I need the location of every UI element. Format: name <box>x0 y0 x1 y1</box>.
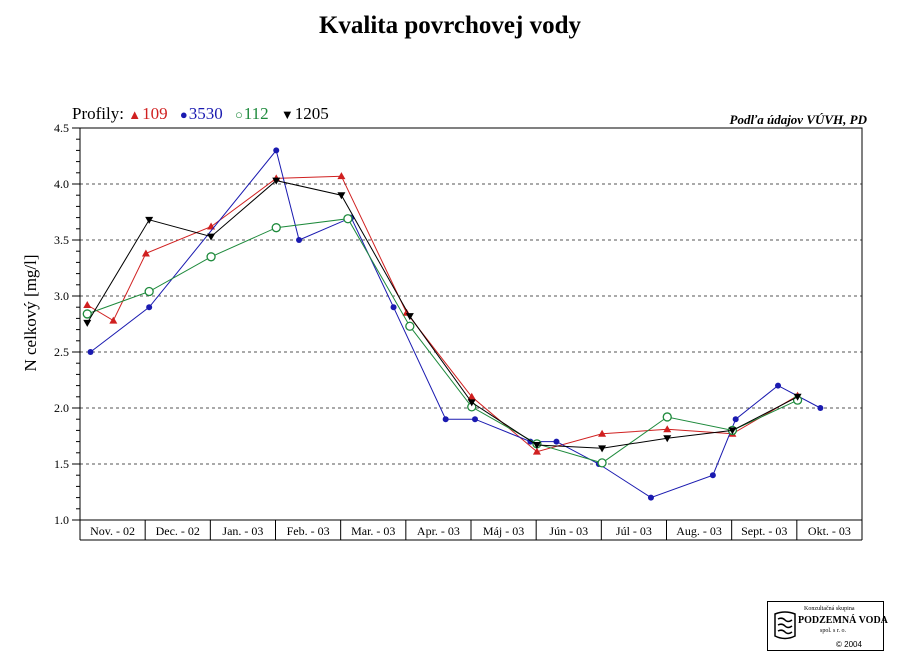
legend-marker-3530-icon: ● <box>179 107 188 122</box>
y-tick-label: 4.0 <box>54 177 69 191</box>
point-112 <box>271 223 281 233</box>
point-109 <box>337 172 346 180</box>
point-112 <box>144 286 154 297</box>
source-note: Podľa údajov VÚVH, PD <box>729 112 868 127</box>
point-112 <box>597 458 607 468</box>
point-1205 <box>405 313 414 321</box>
legend-label-3530: 3530 <box>188 104 223 123</box>
x-tick-label: Dec. - 02 <box>156 524 200 538</box>
y-tick-label: 2.5 <box>54 345 69 359</box>
point-109 <box>598 429 607 437</box>
point-3530 <box>296 237 303 243</box>
point-112 <box>662 412 672 422</box>
point-3530 <box>146 304 153 311</box>
y-tick-label: 3.5 <box>54 233 69 247</box>
series-line-109 <box>87 175 798 453</box>
point-109 <box>532 447 541 455</box>
series-line-112 <box>87 218 798 464</box>
plot-frame <box>79 127 863 521</box>
point-3530 <box>709 472 716 479</box>
y-tick-label: 1.5 <box>54 457 69 471</box>
legend-marker-112-icon: ○ <box>234 107 243 122</box>
x-tick-label: Feb. - 03 <box>287 524 330 538</box>
legend-prefix: Profily: <box>72 104 124 123</box>
point-1205 <box>145 216 154 224</box>
point-1205 <box>337 192 346 200</box>
point-3530 <box>390 304 397 311</box>
x-tick-label: Aug. - 03 <box>676 524 722 538</box>
point-3530 <box>472 416 478 423</box>
x-tick-label: Mar. - 03 <box>351 524 395 538</box>
point-1205 <box>207 233 216 241</box>
chart-title: Kvalita povrchovej vody <box>318 12 582 39</box>
x-tick-label: Jún - 03 <box>549 524 588 538</box>
point-3530 <box>732 416 739 423</box>
y-tick-label: 1.0 <box>54 513 69 527</box>
point-109 <box>467 392 476 400</box>
point-1205 <box>598 445 607 453</box>
point-1205 <box>467 399 476 407</box>
point-1205 <box>83 319 92 327</box>
axes: 1.0 1.5 2.0 2.5 3.0 3.5 4.0 4.5 Nov. - 02 Dec. - … <box>54 121 863 541</box>
point-3530 <box>273 147 280 154</box>
legend: Profily: ▲109 ●3530 ○112 ▼1205 <box>72 104 337 124</box>
point-3530 <box>817 405 824 411</box>
point-1205 <box>663 435 672 443</box>
point-112 <box>206 252 216 262</box>
logo-line-2: PODZEMNÁ VODA <box>798 615 888 626</box>
copyright: © 2004 <box>836 640 862 649</box>
logo-line-3: spol. s r. o. <box>820 628 847 634</box>
data-series <box>82 147 824 501</box>
y-axis-label: N celkový [mg/l] <box>21 254 40 371</box>
point-109 <box>109 316 118 324</box>
point-3530 <box>87 349 94 355</box>
point-109 <box>83 300 92 308</box>
x-tick-label: Nov. - 02 <box>90 524 135 538</box>
x-tick-label: Sept. - 03 <box>741 524 787 538</box>
x-tick-label: Júl - 03 <box>616 524 652 538</box>
point-3530 <box>647 494 654 501</box>
point-1205 <box>728 427 737 435</box>
legend-label-1205: 1205 <box>294 104 329 123</box>
legend-label-112: 112 <box>243 104 269 123</box>
x-tick-label: Apr. - 03 <box>417 524 460 538</box>
legend-label-109: 109 <box>142 104 168 123</box>
point-3530 <box>775 382 782 389</box>
point-109 <box>207 222 216 230</box>
series-line-1205 <box>86 180 798 449</box>
point-3530 <box>553 438 560 445</box>
point-109 <box>663 425 672 433</box>
point-109 <box>141 249 150 257</box>
logo-line-1: Konzultačná skupina <box>804 606 855 612</box>
point-3530 <box>442 416 449 423</box>
y-tick-label: 4.5 <box>54 121 69 135</box>
grid-lines <box>80 183 862 465</box>
point-112 <box>82 309 92 319</box>
company-logo: Konzultačná skupina PODZEMNÁ VODA spol. … <box>767 601 888 651</box>
point-112 <box>343 214 353 224</box>
series-line-3530 <box>90 149 821 499</box>
x-tick-label: Okt. - 03 <box>808 524 851 538</box>
x-tick-label: Máj - 03 <box>483 524 524 538</box>
y-tick-label: 3.0 <box>54 289 69 303</box>
x-tick-label: Jan. - 03 <box>222 524 263 538</box>
legend-marker-1205-icon: ▼ <box>280 107 294 122</box>
point-112 <box>405 321 415 331</box>
logo-mark-icon <box>774 611 796 640</box>
point-1205 <box>532 441 541 449</box>
point-1205 <box>793 393 802 401</box>
y-tick-label: 2.0 <box>54 401 69 415</box>
legend-marker-109-icon: ▲ <box>128 107 142 122</box>
point-1205 <box>272 177 281 185</box>
